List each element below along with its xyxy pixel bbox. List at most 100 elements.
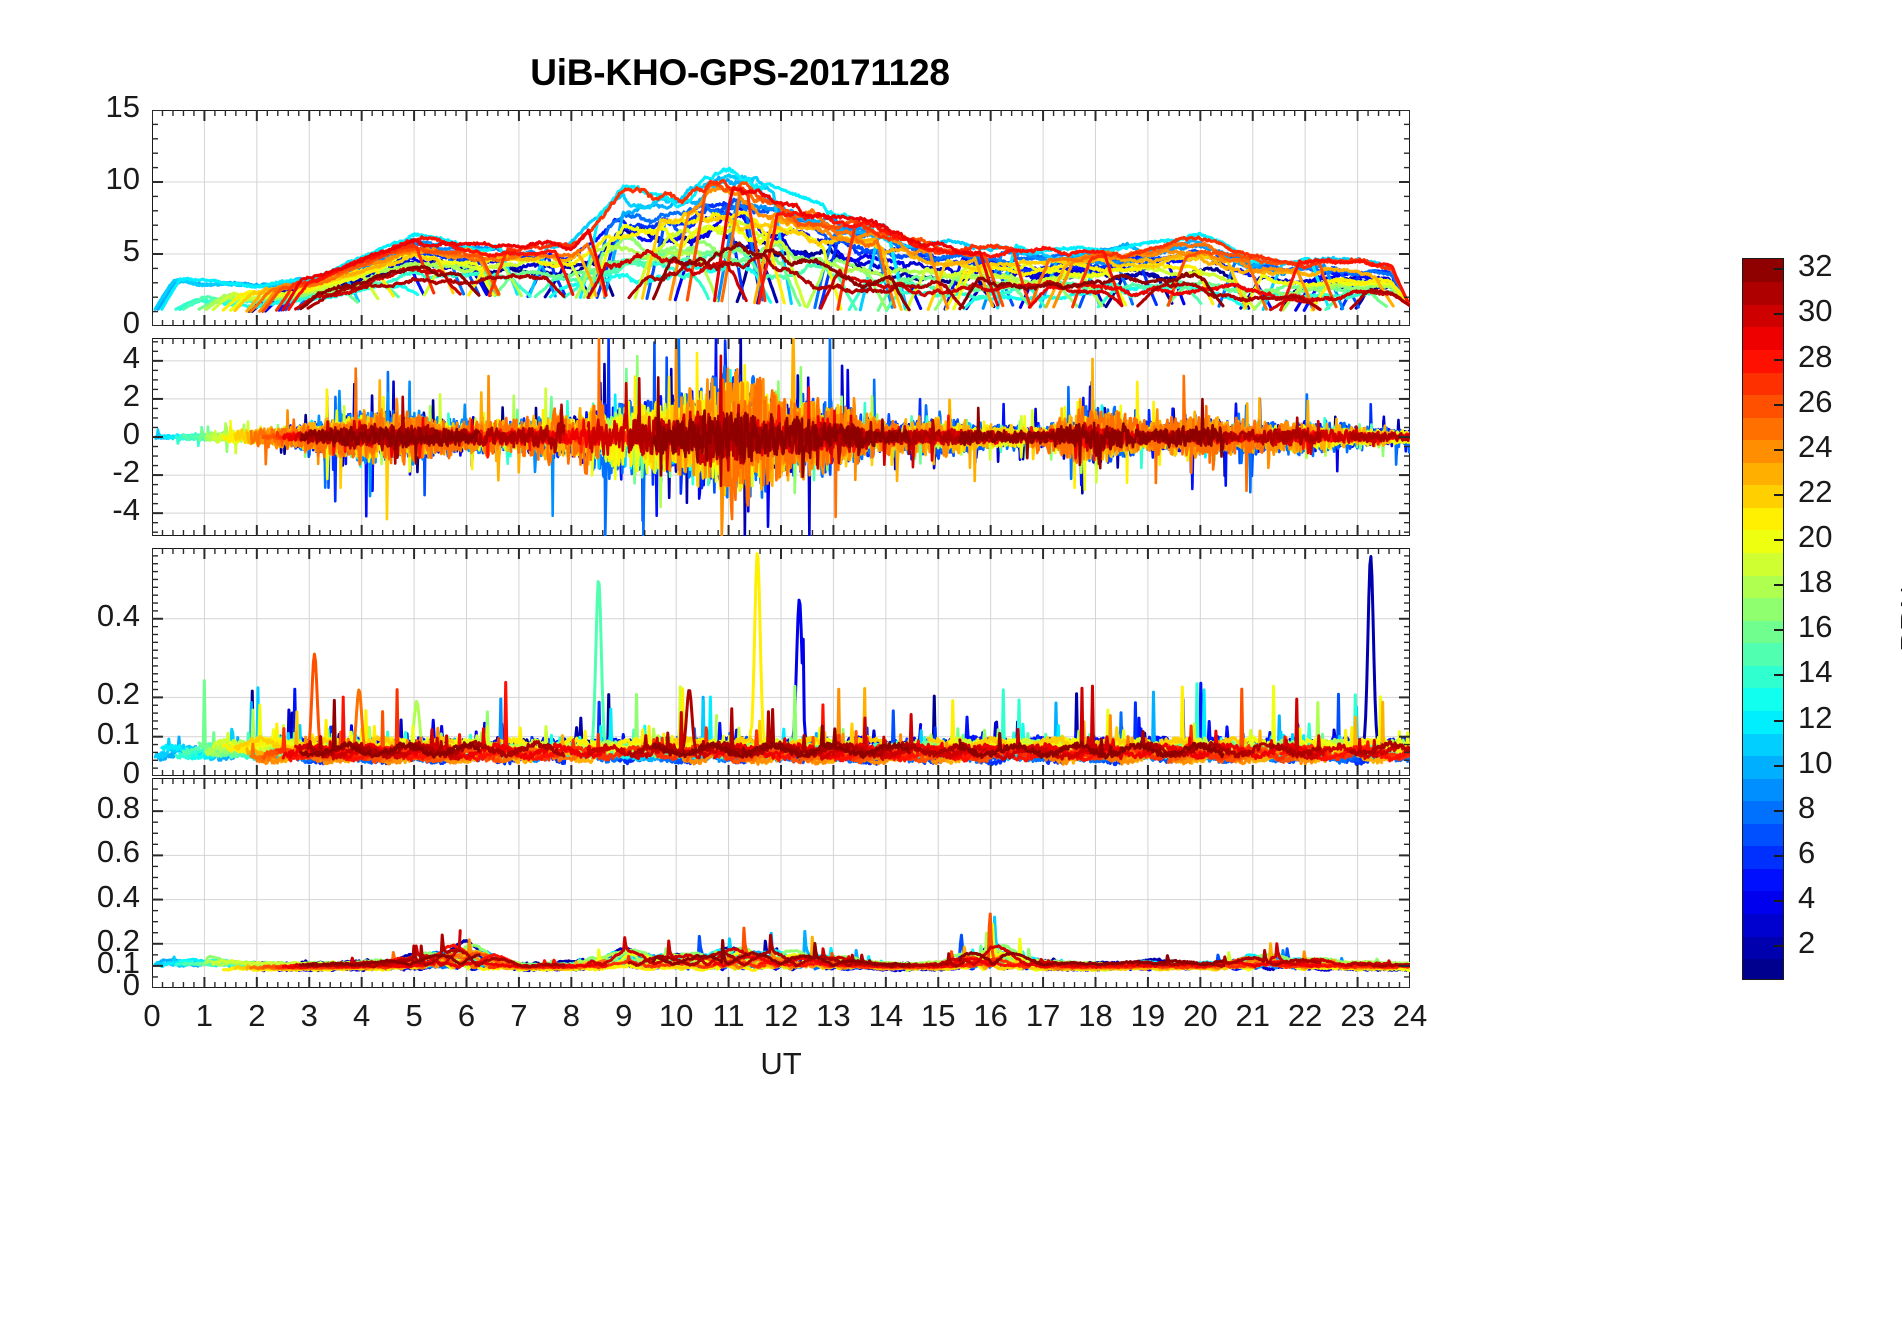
colorbar-segment-27 — [1743, 371, 1783, 396]
xtick-24: 24 — [1392, 998, 1428, 1033]
colorbar-segment-1 — [1743, 958, 1783, 979]
series-prn-32 — [299, 698, 481, 759]
colorbar-tickmark-32 — [1774, 268, 1783, 271]
xtick-13: 13 — [816, 998, 851, 1033]
xtick-18: 18 — [1078, 998, 1113, 1033]
series-prn-25 — [1028, 241, 1268, 311]
series-prn-32 — [652, 376, 911, 478]
series-prn-32 — [958, 397, 1225, 470]
ytick-vtec-15: 15 — [105, 89, 140, 124]
ytick-vtec-0: 0 — [122, 305, 140, 340]
series-group-rot — [153, 338, 1410, 536]
colorbar-segment-20 — [1743, 529, 1783, 553]
colorbar-tick-8: 8 — [1798, 789, 1816, 825]
series-prn-28 — [1279, 257, 1410, 312]
series-prn-30 — [819, 268, 1124, 310]
xtick-19: 19 — [1130, 998, 1166, 1033]
colorbar-segment-15 — [1743, 642, 1783, 666]
colorbar-segment-3 — [1743, 913, 1783, 937]
xtick-5: 5 — [405, 998, 423, 1033]
series-prn-19 — [633, 219, 807, 308]
ytick-sigma-phi-0.4: 0.4 — [96, 878, 140, 914]
colorbar-tickmark-10 — [1774, 764, 1783, 767]
colorbar-tick-10: 10 — [1798, 744, 1833, 780]
colorbar-gradient — [1742, 258, 1784, 980]
series-prn-29 — [712, 186, 1000, 307]
ytick-sigma-phi-0.1: 0.1 — [96, 944, 140, 980]
colorbar-tickmark-26 — [1774, 403, 1783, 406]
colorbar-segment-6 — [1743, 845, 1783, 869]
plot-area-rot — [152, 338, 1410, 536]
plot-area-sigma-phi — [152, 778, 1410, 988]
colorbar-tickmark-12 — [1774, 719, 1783, 722]
series-group-s4 — [153, 552, 1410, 767]
colorbar-tickmark-8 — [1774, 809, 1783, 812]
colorbar-segment-23 — [1743, 462, 1783, 486]
panel-s4[interactable] — [152, 548, 1410, 776]
colorbar-segment-18 — [1743, 574, 1783, 599]
panel-rot[interactable] — [152, 338, 1410, 536]
panel-sigma-phi[interactable] — [152, 778, 1410, 988]
colorbar-tick-6: 6 — [1798, 834, 1816, 870]
ytick-s4-0: 0 — [122, 755, 140, 790]
series-prn-31 — [306, 395, 566, 465]
series-prn-8 — [588, 201, 765, 302]
series-prn-32 — [958, 731, 1225, 760]
colorbar-tick-20: 20 — [1798, 519, 1833, 555]
panel-vtec[interactable] — [152, 110, 1410, 326]
ytick-sigma-phi-0.6: 0.6 — [96, 834, 140, 870]
xtick-8: 8 — [562, 998, 580, 1033]
colorbar-tick-4: 4 — [1798, 880, 1816, 916]
colorbar-segment-25 — [1743, 416, 1783, 441]
prn-colorbar[interactable] — [1742, 258, 1784, 980]
colorbar-tickmark-16 — [1774, 629, 1783, 632]
series-prn-24 — [668, 185, 950, 310]
colorbar-tickmark-4 — [1774, 900, 1783, 903]
colorbar-segment-14 — [1743, 665, 1783, 689]
series-prn-25 — [720, 186, 897, 309]
colorbar-segment-4 — [1743, 890, 1783, 914]
xtick-23: 23 — [1340, 998, 1375, 1033]
colorbar-tick-12: 12 — [1798, 699, 1833, 735]
series-prn-32 — [958, 271, 1225, 311]
plot-area-s4 — [152, 548, 1410, 776]
series-prn-32 — [299, 265, 481, 311]
series-prn-31 — [627, 377, 966, 488]
series-prn-32 — [958, 951, 1225, 967]
xtick-0: 0 — [143, 998, 161, 1033]
series-prn-32 — [299, 953, 481, 967]
series-prn-31 — [627, 689, 965, 759]
xtick-14: 14 — [868, 998, 904, 1033]
xtick-15: 15 — [921, 998, 956, 1033]
colorbar-segment-24 — [1743, 439, 1783, 463]
series-prn-18 — [574, 242, 719, 302]
colorbar-tick-32: 32 — [1798, 248, 1833, 284]
colorbar-tickmark-30 — [1774, 313, 1783, 316]
colorbar-segment-9 — [1743, 777, 1783, 802]
colorbar-tick-16: 16 — [1798, 609, 1833, 645]
xtick-11: 11 — [712, 998, 745, 1033]
colorbar-segment-2 — [1743, 935, 1783, 960]
colorbar-segment-26 — [1743, 394, 1783, 418]
xtick-10: 10 — [658, 998, 694, 1033]
series-prn-31 — [1136, 281, 1322, 311]
colorbar-segment-28 — [1743, 349, 1783, 373]
ytick-rot--2: -2 — [112, 454, 140, 490]
colorbar-segment-21 — [1743, 507, 1783, 531]
colorbar-tickmark-24 — [1774, 448, 1783, 451]
series-prn-32 — [651, 724, 911, 760]
xtick-17: 17 — [1025, 998, 1061, 1033]
plot-area-vtec — [152, 110, 1410, 326]
colorbar-tick-22: 22 — [1798, 473, 1833, 509]
colorbar-tick-14: 14 — [1798, 654, 1833, 690]
ytick-sigma-phi-0: 0 — [122, 967, 140, 1002]
colorbar-segment-11 — [1743, 732, 1783, 757]
colorbar-segment-22 — [1743, 484, 1783, 508]
series-prn-31 — [1349, 961, 1410, 969]
colorbar-tick-24: 24 — [1798, 428, 1833, 464]
series-prn-21 — [467, 552, 786, 754]
colorbar-tickmark-6 — [1774, 854, 1783, 857]
series-group-sigma-phi — [153, 912, 1410, 973]
series-prn-27 — [487, 178, 767, 303]
